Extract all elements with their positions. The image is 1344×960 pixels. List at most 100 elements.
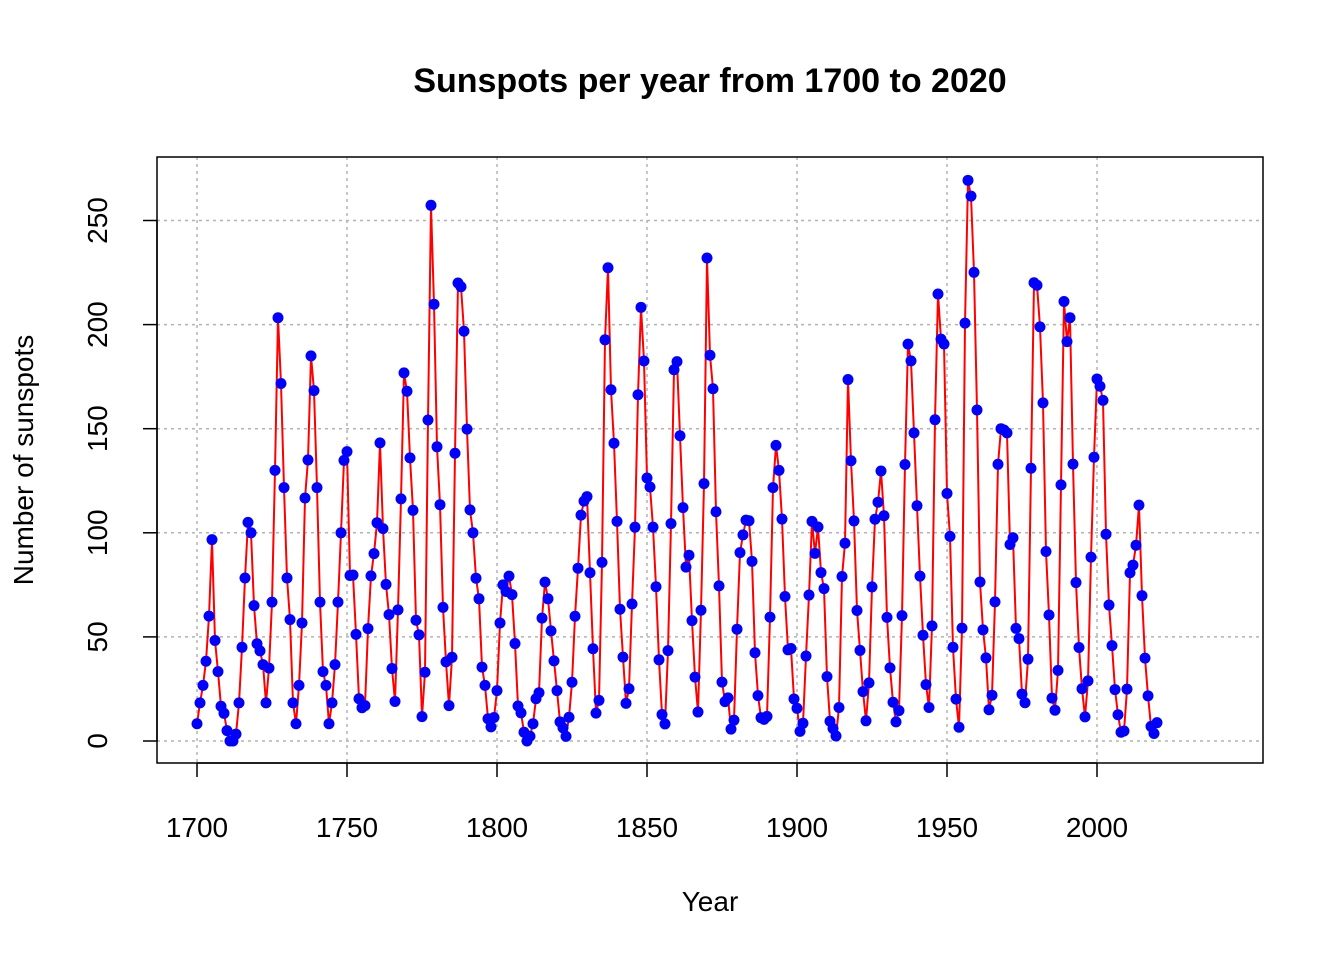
- data-point: [302, 454, 314, 466]
- data-point: [389, 695, 401, 707]
- data-point: [1148, 728, 1160, 739]
- data-point: [656, 709, 668, 721]
- data-point: [581, 491, 593, 503]
- data-point: [269, 464, 281, 476]
- x-axis-label: Year: [682, 886, 739, 917]
- data-point: [791, 702, 803, 714]
- data-point: [836, 571, 848, 583]
- data-point: [638, 355, 650, 367]
- data-point: [932, 288, 944, 300]
- data-point: [977, 624, 989, 636]
- data-point: [383, 609, 395, 621]
- data-point: [734, 547, 746, 559]
- data-point: [464, 504, 476, 516]
- data-point: [506, 589, 518, 601]
- data-point: [1019, 697, 1031, 709]
- data-point: [575, 509, 587, 521]
- data-point: [284, 614, 296, 626]
- data-point: [881, 611, 893, 623]
- data-point: [392, 604, 404, 616]
- data-point: [458, 325, 470, 337]
- data-point: [875, 465, 887, 477]
- data-point: [635, 301, 647, 313]
- data-point: [737, 529, 749, 541]
- data-point: [686, 615, 698, 627]
- data-point: [263, 662, 275, 674]
- data-point: [236, 641, 248, 653]
- data-point: [290, 718, 302, 730]
- x-tick-label: 2000: [1066, 812, 1128, 843]
- data-point: [797, 717, 809, 729]
- data-point: [887, 696, 899, 708]
- y-tick-label: 200: [82, 301, 113, 348]
- data-point: [608, 437, 620, 449]
- data-point: [536, 612, 548, 624]
- data-point: [986, 689, 998, 701]
- data-point: [680, 561, 692, 573]
- data-point: [548, 655, 560, 667]
- data-point: [938, 338, 950, 350]
- data-point: [770, 439, 782, 451]
- axes: 1700 1750 1800 1850 1900 1950 2000 0 50 100 150 200…: [82, 197, 1128, 843]
- data-point: [677, 502, 689, 514]
- data-point: [569, 610, 581, 622]
- data-point: [1085, 551, 1097, 563]
- data-point: [1025, 462, 1037, 474]
- data-point: [1130, 539, 1142, 551]
- data-point: [863, 677, 875, 689]
- data-point: [692, 706, 704, 718]
- data-point: [683, 549, 695, 561]
- data-point: [386, 663, 398, 675]
- data-point: [605, 384, 617, 396]
- data-point: [362, 623, 374, 635]
- data-point: [317, 666, 329, 678]
- data-point: [296, 617, 308, 629]
- data-point: [428, 298, 440, 310]
- data-point: [1118, 725, 1130, 737]
- data-point: [1061, 336, 1073, 348]
- data-point: [1007, 532, 1019, 544]
- data-point: [431, 441, 443, 453]
- data-point: [467, 527, 479, 539]
- data-point: [620, 697, 632, 709]
- y-tick-label: 100: [82, 509, 113, 556]
- data-point: [707, 383, 719, 395]
- data-point: [671, 356, 683, 368]
- data-point: [1067, 458, 1079, 470]
- data-point: [1055, 479, 1067, 491]
- data-point: [287, 697, 299, 709]
- data-point: [728, 714, 740, 726]
- data-point: [599, 334, 611, 346]
- data-point: [1037, 397, 1049, 409]
- data-point: [404, 452, 416, 464]
- data-point: [980, 652, 992, 664]
- data-point: [1127, 559, 1139, 571]
- data-point: [749, 647, 761, 659]
- data-point: [425, 199, 437, 211]
- data-point: [884, 662, 896, 674]
- data-point: [374, 437, 386, 449]
- data-point: [1151, 717, 1163, 729]
- data-point: [461, 423, 473, 435]
- data-point: [1112, 709, 1124, 721]
- data-point: [416, 711, 428, 723]
- data-point: [818, 583, 830, 595]
- data-point: [572, 562, 584, 574]
- data-point: [1097, 394, 1109, 406]
- data-point: [1142, 690, 1154, 702]
- data-point: [767, 482, 779, 494]
- data-point: [539, 576, 551, 588]
- data-point: [917, 629, 929, 641]
- data-point: [380, 578, 392, 590]
- data-point: [551, 685, 563, 697]
- data-point: [194, 697, 206, 709]
- data-point: [659, 718, 671, 730]
- data-point: [815, 567, 827, 579]
- data-point: [1040, 546, 1052, 558]
- data-point: [413, 629, 425, 641]
- data-point: [281, 572, 293, 584]
- x-tick-label: 1900: [766, 812, 828, 843]
- data-point: [650, 581, 662, 593]
- data-point: [923, 701, 935, 713]
- data-point: [542, 593, 554, 605]
